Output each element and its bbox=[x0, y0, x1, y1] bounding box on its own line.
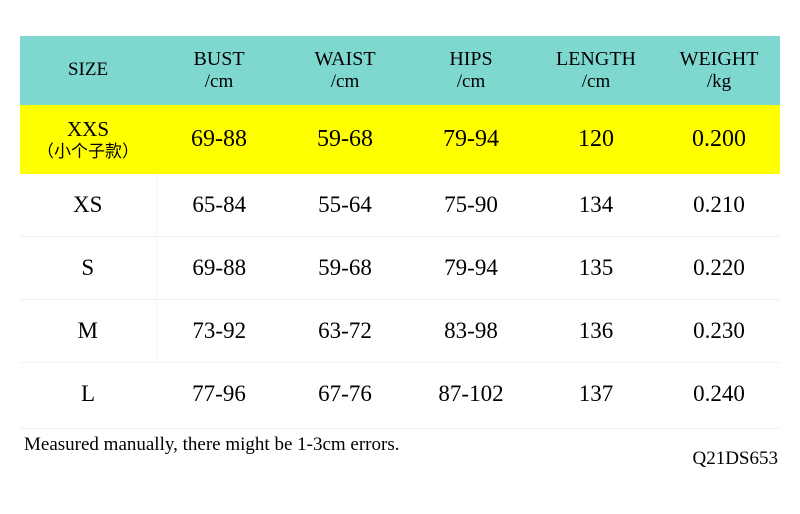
waist-cell: 55-64 bbox=[282, 174, 408, 237]
length-cell: 134 bbox=[534, 174, 658, 237]
column-header-waist-label: WAIST bbox=[314, 47, 376, 70]
weight-cell: 0.200 bbox=[658, 105, 780, 174]
table-row: M 73-92 63-72 83-98 136 0.230 bbox=[20, 299, 780, 363]
hips-cell: 83-98 bbox=[408, 299, 534, 363]
length-cell: 136 bbox=[534, 299, 658, 363]
waist-cell: 59-68 bbox=[282, 236, 408, 300]
length-cell: 120 bbox=[534, 105, 658, 174]
waist-cell: 59-68 bbox=[282, 105, 408, 174]
column-header-hips: HIPS /cm bbox=[408, 36, 534, 105]
waist-cell: 67-76 bbox=[282, 362, 408, 425]
hips-cell: 75-90 bbox=[408, 174, 534, 237]
table-row: L 77-96 67-76 87-102 137 0.240 bbox=[20, 362, 780, 425]
size-cell: XXS （小个子款） bbox=[20, 105, 156, 174]
footer-divider bbox=[20, 428, 780, 429]
column-header-size-label: SIZE bbox=[67, 59, 109, 81]
column-header-length-unit: /cm bbox=[581, 71, 611, 93]
length-cell: 137 bbox=[534, 362, 658, 425]
size-label: XXS bbox=[66, 117, 109, 142]
weight-cell: 0.220 bbox=[658, 236, 780, 300]
product-code: Q21DS653 bbox=[692, 448, 778, 469]
length-cell: 135 bbox=[534, 236, 658, 300]
table-row: S 69-88 59-68 79-94 135 0.220 bbox=[20, 236, 780, 300]
column-header-weight-unit: /kg bbox=[706, 71, 732, 93]
column-header-hips-unit: /cm bbox=[456, 71, 486, 93]
size-table-body: SIZE BUST /cm WAIST /cm HIPS /cm bbox=[20, 36, 780, 425]
column-header-length: LENGTH /cm bbox=[534, 36, 658, 105]
size-cell: S bbox=[20, 236, 157, 300]
size-cell: L bbox=[20, 362, 156, 425]
bust-cell: 77-96 bbox=[156, 362, 282, 425]
column-header-waist-unit: /cm bbox=[330, 71, 360, 93]
size-table: SIZE BUST /cm WAIST /cm HIPS /cm bbox=[20, 36, 780, 425]
column-header-waist: WAIST /cm bbox=[282, 36, 408, 105]
hips-cell: 79-94 bbox=[408, 105, 534, 174]
measurement-disclaimer: Measured manually, there might be 1-3cm … bbox=[24, 434, 400, 455]
column-header-weight-label: WEIGHT bbox=[679, 47, 759, 70]
size-note: （小个子款） bbox=[37, 141, 139, 162]
column-header-hips-label: HIPS bbox=[449, 47, 493, 70]
weight-cell: 0.230 bbox=[658, 299, 780, 363]
column-header-length-label: LENGTH bbox=[556, 47, 636, 70]
hips-cell: 87-102 bbox=[408, 362, 534, 425]
bust-cell: 69-88 bbox=[156, 236, 282, 300]
hips-cell: 79-94 bbox=[408, 236, 534, 300]
weight-cell: 0.210 bbox=[658, 174, 780, 237]
bust-cell: 73-92 bbox=[156, 299, 282, 363]
column-header-bust-unit: /cm bbox=[204, 71, 234, 93]
column-header-weight: WEIGHT /kg bbox=[658, 36, 780, 105]
table-row: XXS （小个子款） 69-88 59-68 79-94 120 0.200 bbox=[20, 105, 780, 174]
size-cell: M bbox=[20, 299, 157, 363]
weight-cell: 0.240 bbox=[658, 362, 780, 425]
size-cell: XS bbox=[20, 174, 157, 237]
column-header-size: SIZE bbox=[20, 36, 156, 105]
table-header-row: SIZE BUST /cm WAIST /cm HIPS /cm bbox=[20, 36, 780, 105]
column-header-bust-label: BUST bbox=[193, 47, 245, 70]
column-header-bust: BUST /cm bbox=[156, 36, 282, 105]
bust-cell: 65-84 bbox=[156, 174, 282, 237]
waist-cell: 63-72 bbox=[282, 299, 408, 363]
size-table-container: SIZE BUST /cm WAIST /cm HIPS /cm bbox=[20, 36, 780, 425]
bust-cell: 69-88 bbox=[156, 105, 282, 174]
table-row: XS 65-84 55-64 75-90 134 0.210 bbox=[20, 174, 780, 237]
